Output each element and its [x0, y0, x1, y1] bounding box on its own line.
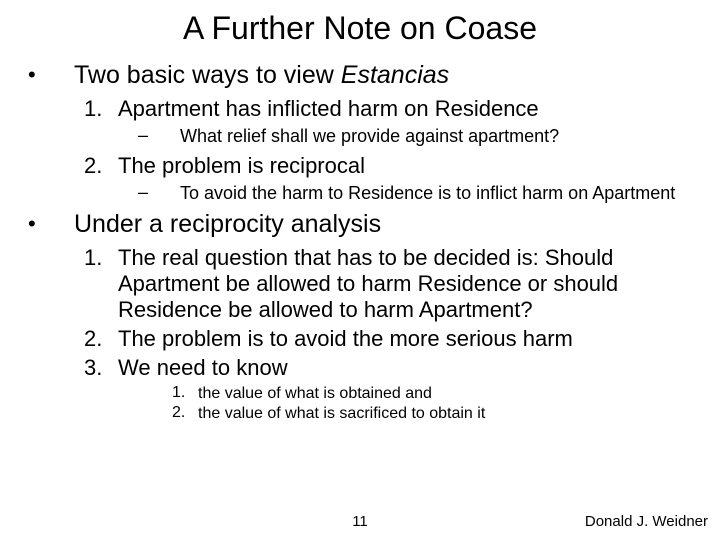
item-2-2: 2. The problem is to avoid the more seri…: [84, 326, 700, 352]
sub-text: What relief shall we provide against apa…: [180, 125, 559, 147]
bullet-1: • Two basic ways to view Estancias: [28, 61, 700, 90]
bullet-1-text: Two basic ways to view Estancias: [74, 61, 449, 90]
sub-dash: –: [138, 125, 180, 147]
item-text: We need to know: [118, 355, 288, 381]
bullet-2: • Under a reciprocity analysis: [28, 210, 700, 239]
item-num: 3.: [84, 355, 118, 381]
sub-dash: –: [138, 182, 180, 204]
author-name: Donald J. Weidner: [585, 513, 708, 530]
sub-1-1-1: – What relief shall we provide against a…: [138, 125, 700, 147]
item-text: The real question that has to be decided…: [118, 245, 700, 323]
slide-body: • Two basic ways to view Estancias 1. Ap…: [0, 61, 720, 423]
item-2-3: 3. We need to know: [84, 355, 700, 381]
subitem-2-3-1: 1. the value of what is obtained and: [172, 384, 700, 403]
subitem-text: the value of what is sacrificed to obtai…: [198, 404, 485, 423]
slide-title: A Further Note on Coase: [0, 0, 720, 61]
bullet-marker: •: [28, 61, 74, 90]
bullet-1-text-pre: Two basic ways to view: [74, 61, 341, 89]
item-1-2: 2. The problem is reciprocal: [84, 153, 700, 179]
subitem-num: 1.: [172, 384, 198, 403]
sub-1-2-1: – To avoid the harm to Residence is to i…: [138, 182, 700, 204]
subitem-2-3-2: 2. the value of what is sacrificed to ob…: [172, 404, 700, 423]
item-1-1: 1. Apartment has inflicted harm on Resid…: [84, 96, 700, 122]
subitem-text: the value of what is obtained and: [198, 384, 432, 403]
item-text: The problem is reciprocal: [118, 153, 365, 179]
item-text: Apartment has inflicted harm on Residenc…: [118, 96, 539, 122]
item-num: 1.: [84, 245, 118, 323]
item-num: 1.: [84, 96, 118, 122]
sub-text: To avoid the harm to Residence is to inf…: [180, 182, 675, 204]
item-text: The problem is to avoid the more serious…: [118, 326, 573, 352]
bullet-marker: •: [28, 210, 74, 239]
item-num: 2.: [84, 326, 118, 352]
bullet-1-text-italic: Estancias: [341, 61, 449, 89]
item-num: 2.: [84, 153, 118, 179]
bullet-2-text-pre: Under a reciprocity analysis: [74, 210, 381, 238]
bullet-2-text: Under a reciprocity analysis: [74, 210, 381, 239]
subitem-num: 2.: [172, 404, 198, 423]
item-2-1: 1. The real question that has to be deci…: [84, 245, 700, 323]
